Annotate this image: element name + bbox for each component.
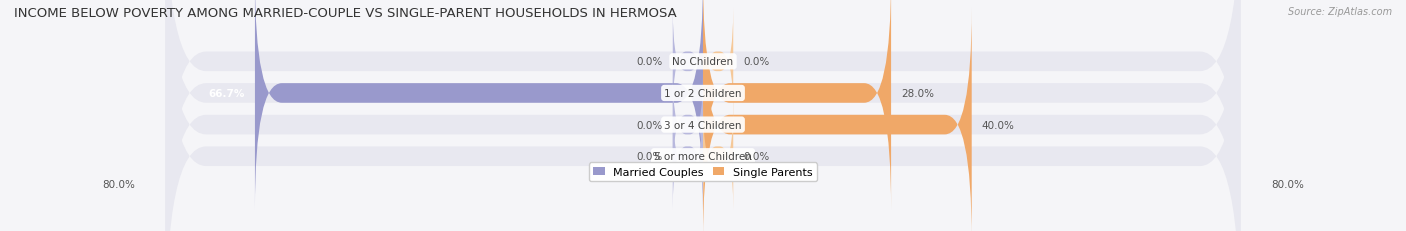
Text: No Children: No Children [672,57,734,67]
Text: 66.7%: 66.7% [208,88,245,99]
Text: 0.0%: 0.0% [637,57,662,67]
FancyBboxPatch shape [254,0,703,210]
FancyBboxPatch shape [166,0,1240,231]
Text: 5 or more Children: 5 or more Children [654,152,752,161]
FancyBboxPatch shape [703,103,734,210]
Text: 80.0%: 80.0% [101,179,135,189]
Legend: Married Couples, Single Parents: Married Couples, Single Parents [589,163,817,182]
FancyBboxPatch shape [703,9,972,231]
FancyBboxPatch shape [703,0,891,210]
Text: 0.0%: 0.0% [744,152,769,161]
Text: 28.0%: 28.0% [901,88,934,99]
Text: 1 or 2 Children: 1 or 2 Children [664,88,742,99]
Text: 0.0%: 0.0% [637,152,662,161]
FancyBboxPatch shape [672,9,703,115]
FancyBboxPatch shape [672,72,703,178]
Text: 40.0%: 40.0% [981,120,1015,130]
Text: 0.0%: 0.0% [637,120,662,130]
Text: INCOME BELOW POVERTY AMONG MARRIED-COUPLE VS SINGLE-PARENT HOUSEHOLDS IN HERMOSA: INCOME BELOW POVERTY AMONG MARRIED-COUPL… [14,7,676,20]
FancyBboxPatch shape [166,0,1240,231]
FancyBboxPatch shape [672,103,703,210]
FancyBboxPatch shape [166,0,1240,231]
Text: 0.0%: 0.0% [744,57,769,67]
Text: 3 or 4 Children: 3 or 4 Children [664,120,742,130]
FancyBboxPatch shape [166,0,1240,231]
Text: 80.0%: 80.0% [1271,179,1305,189]
Text: Source: ZipAtlas.com: Source: ZipAtlas.com [1288,7,1392,17]
FancyBboxPatch shape [703,9,734,115]
